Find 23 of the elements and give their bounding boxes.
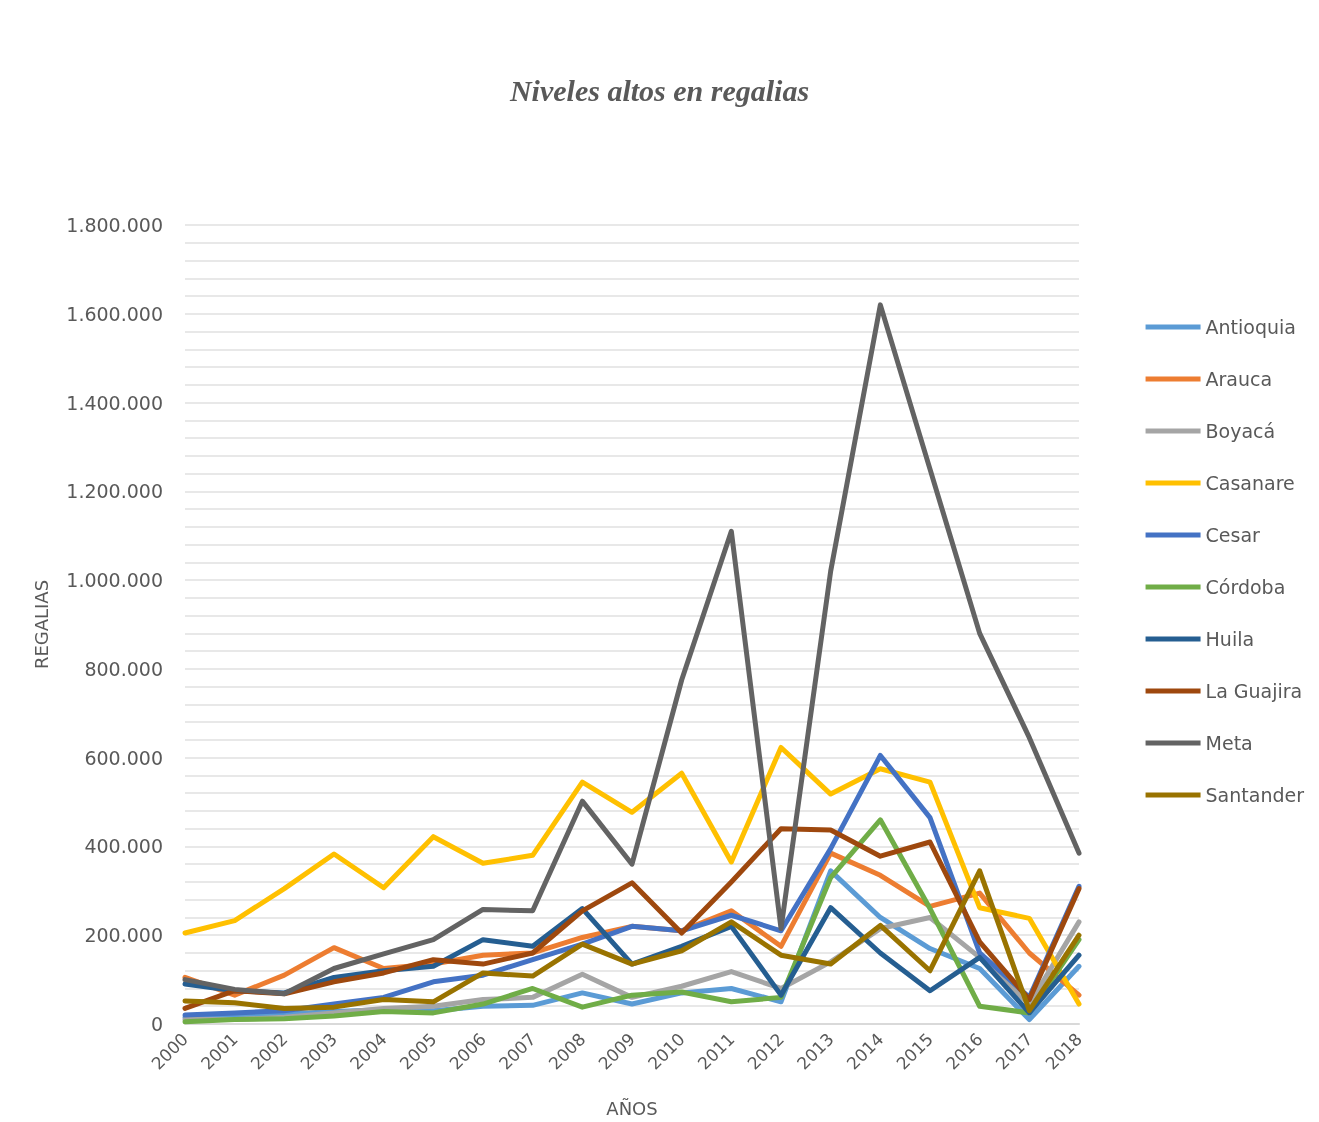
x-axis-title: AÑOS (606, 1097, 658, 1119)
legend-label: Santander (1205, 784, 1305, 806)
y-tick-label: 400.000 (84, 835, 163, 858)
chart-title: Niveles altos en regalias (508, 73, 810, 107)
y-tick-label: 0 (150, 1013, 163, 1035)
legend-label: Cesar (1205, 524, 1261, 546)
y-tick-label: 1.200.000 (66, 480, 163, 503)
legend-label: Boyacá (1205, 420, 1276, 442)
y-axis-title: REGALIAS (30, 579, 52, 670)
y-tick-label: 1.800.000 (66, 214, 163, 236)
legend-label: Meta (1205, 732, 1253, 754)
y-tick-label: 1.600.000 (66, 302, 163, 325)
y-tick-label: 600.000 (84, 746, 163, 769)
legend-label: Córdoba (1205, 576, 1286, 598)
legend-label: La Guajira (1205, 680, 1303, 702)
y-tick-label: 800.000 (84, 657, 163, 680)
y-tick-label: 1.000.000 (66, 569, 163, 592)
y-tick-label: 200.000 (84, 924, 163, 947)
legend-label: Arauca (1205, 368, 1273, 390)
legend-label: Huila (1205, 628, 1255, 650)
legend-label: Antioquia (1205, 316, 1296, 338)
y-tick-label: 1.400.000 (66, 391, 163, 414)
legend-label: Casanare (1205, 472, 1295, 494)
